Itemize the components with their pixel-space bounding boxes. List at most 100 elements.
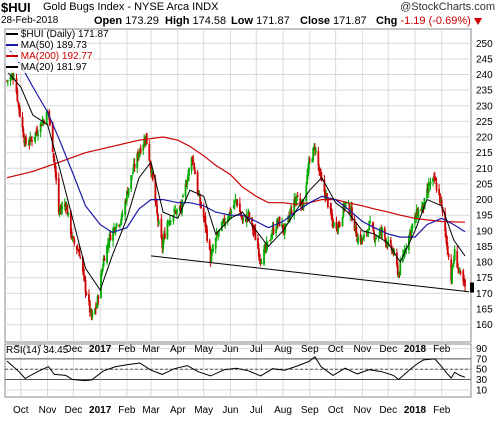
price-candle-body — [124, 201, 127, 216]
price-candle-body — [330, 208, 333, 216]
price-candle-body — [127, 188, 130, 196]
price-candle-body — [302, 203, 305, 208]
support-trendline — [150, 255, 470, 293]
price-candle-body — [385, 242, 388, 244]
price-x-tick-label: Dec — [65, 344, 83, 355]
price-candle-body — [101, 267, 104, 271]
price-candle-body — [70, 231, 73, 238]
legend-ma200: MA(200) 192.77 — [6, 52, 93, 62]
rsi-x-tick-label: Feb — [118, 405, 136, 416]
price-candle-body — [432, 178, 434, 182]
price-candle-body — [60, 209, 63, 212]
price-candle-body — [453, 248, 456, 261]
price-candle-body — [142, 144, 145, 151]
price-candle-body — [151, 172, 154, 180]
price-candle-body — [54, 163, 57, 172]
price-candle-body — [17, 101, 20, 103]
price-candle-body — [31, 140, 33, 142]
price-candle-body — [166, 221, 169, 239]
price-candle-body — [73, 239, 76, 244]
price-candle-body — [45, 111, 48, 125]
rsi-x-tick-label: 2017 — [89, 405, 112, 416]
price-candle-body — [378, 231, 381, 236]
price-candle-body — [375, 237, 378, 239]
price-candle-body — [253, 229, 256, 231]
price-candle-body — [79, 257, 82, 259]
price-candle-body — [176, 209, 178, 214]
price-candle-body — [344, 201, 347, 208]
price-candle-body — [278, 216, 281, 227]
price-candle-body — [107, 243, 110, 247]
price-candle-body — [337, 223, 340, 232]
price-candle-body — [220, 221, 223, 232]
rsi-x-tick-label: Apr — [170, 405, 186, 416]
price-candle-body — [157, 214, 159, 222]
price-candle-body — [191, 158, 194, 160]
price-candle-body — [28, 142, 31, 144]
price-candle-body — [96, 296, 99, 308]
price-candle-body — [282, 225, 284, 231]
price-candle-body — [33, 137, 36, 140]
price-x-tick-label: Jul — [250, 344, 263, 355]
price-candle-body — [181, 199, 183, 213]
price-candle-body — [290, 210, 293, 214]
price-candle-body — [360, 237, 363, 243]
rsi-x-tick-label: Jul — [250, 405, 263, 416]
price-candle-body — [185, 185, 188, 187]
price-y-tick-label: 245 — [476, 54, 493, 65]
price-candle-body — [202, 208, 205, 218]
price-candle-body — [78, 250, 81, 257]
price-candle-body — [132, 172, 134, 175]
price-candle-body — [156, 204, 158, 214]
price-candle-body — [94, 308, 96, 314]
price-candle-body — [88, 300, 91, 313]
price-x-tick-label: Mar — [142, 344, 160, 355]
price-candle-body — [67, 212, 70, 216]
price-candle-body — [296, 195, 299, 197]
price-candle-body — [347, 203, 350, 205]
price-candle-body — [212, 248, 215, 251]
price-candle-body — [139, 148, 142, 153]
price-candle-body — [193, 162, 196, 170]
price-candle-body — [373, 234, 376, 240]
open-label: Open — [94, 15, 123, 27]
price-x-tick-label: Nov — [353, 344, 371, 355]
rsi-x-tick-label: Dec — [65, 405, 83, 416]
brand-watermark: @StockCharts.com — [400, 1, 495, 13]
price-candle-body — [88, 294, 90, 302]
rsi-y-tick-label: 50 — [476, 365, 488, 376]
rsi-panel-frame — [4, 343, 472, 398]
price-candle-body — [447, 254, 450, 258]
price-candle-body — [169, 221, 172, 223]
price-candle-body — [266, 241, 269, 245]
price-candle-body — [323, 179, 326, 192]
price-candle-body — [58, 210, 61, 212]
legend-price: $HUI (Daily) 171.87 — [6, 30, 109, 40]
price-candle-body — [172, 214, 175, 222]
price-candle-body — [417, 209, 420, 217]
price-candle-body — [167, 221, 170, 224]
price-x-tick-label: Dec — [379, 344, 397, 355]
rsi-x-tick-label: Nov — [353, 405, 371, 416]
price-candle-body — [106, 245, 108, 263]
price-candle-body — [150, 165, 152, 174]
price-y-tick-label: 210 — [476, 164, 493, 175]
price-candle-body — [351, 207, 353, 221]
price-candle-body — [196, 172, 199, 194]
price-candle-body — [125, 201, 127, 203]
price-candle-body — [223, 218, 226, 224]
price-y-tick-label: 175 — [476, 273, 493, 284]
price-candle-body — [51, 122, 54, 152]
price-candle-body — [109, 234, 112, 241]
price-candle-body — [199, 197, 202, 205]
price-candle-body — [392, 251, 395, 255]
price-candle-body — [276, 220, 278, 230]
price-y-tick-label: 185 — [476, 242, 493, 253]
price-candle-body — [228, 212, 231, 220]
price-candle-body — [260, 262, 263, 265]
price-candle-body — [408, 232, 411, 238]
price-y-tick-label: 200 — [476, 195, 493, 206]
price-candle-body — [342, 204, 345, 217]
price-candle-body — [236, 200, 239, 206]
price-x-tick-label: 2017 — [89, 344, 112, 355]
